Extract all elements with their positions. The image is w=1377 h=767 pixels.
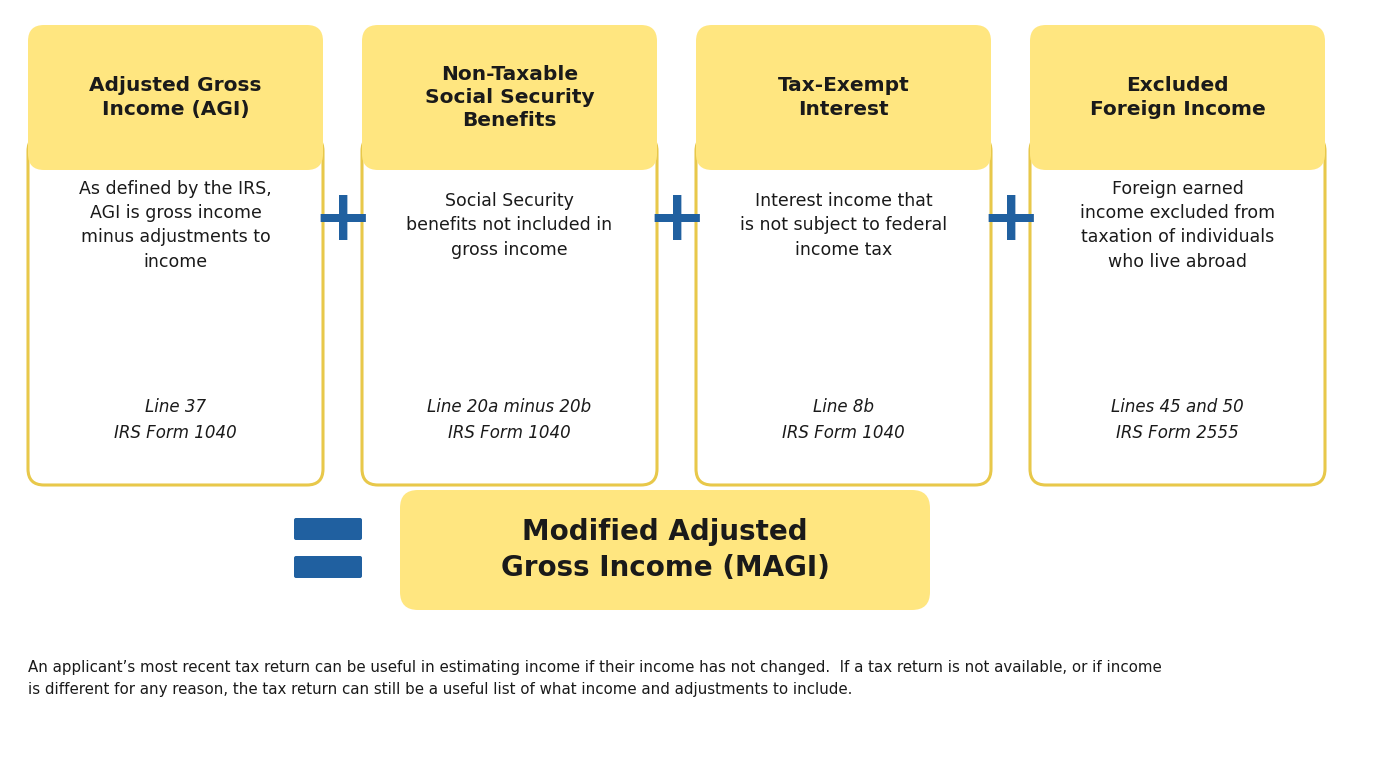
Text: An applicant’s most recent tax return can be useful in estimating income if thei: An applicant’s most recent tax return ca…: [28, 660, 1162, 697]
FancyBboxPatch shape: [28, 135, 324, 485]
FancyBboxPatch shape: [295, 518, 362, 540]
Text: Modified Adjusted
Gross Income (MAGI): Modified Adjusted Gross Income (MAGI): [501, 518, 829, 582]
Text: Line 37
IRS Form 1040: Line 37 IRS Form 1040: [114, 399, 237, 442]
FancyBboxPatch shape: [295, 556, 362, 578]
FancyBboxPatch shape: [362, 25, 657, 170]
FancyBboxPatch shape: [399, 490, 929, 610]
Text: Tax-Exempt
Interest: Tax-Exempt Interest: [778, 76, 909, 119]
Text: Lines 45 and 50
IRS Form 2555: Lines 45 and 50 IRS Form 2555: [1111, 399, 1243, 442]
Text: Line 20a minus 20b
IRS Form 1040: Line 20a minus 20b IRS Form 1040: [427, 399, 592, 442]
FancyBboxPatch shape: [28, 25, 324, 170]
Text: Foreign earned
income excluded from
taxation of individuals
who live abroad: Foreign earned income excluded from taxa…: [1080, 179, 1275, 271]
FancyBboxPatch shape: [1030, 135, 1325, 485]
Text: Interest income that
is not subject to federal
income tax: Interest income that is not subject to f…: [739, 192, 947, 258]
Text: Adjusted Gross
Income (AGI): Adjusted Gross Income (AGI): [90, 76, 262, 119]
FancyBboxPatch shape: [1030, 25, 1325, 170]
Text: Social Security
benefits not included in
gross income: Social Security benefits not included in…: [406, 192, 613, 258]
Text: +: +: [646, 186, 706, 255]
FancyBboxPatch shape: [362, 135, 657, 485]
FancyBboxPatch shape: [695, 135, 991, 485]
Text: +: +: [980, 186, 1041, 255]
Text: Excluded
Foreign Income: Excluded Foreign Income: [1089, 76, 1265, 119]
Text: Line 8b
IRS Form 1040: Line 8b IRS Form 1040: [782, 399, 905, 442]
FancyBboxPatch shape: [695, 25, 991, 170]
Text: As defined by the IRS,
AGI is gross income
minus adjustments to
income: As defined by the IRS, AGI is gross inco…: [78, 179, 271, 271]
Text: +: +: [313, 186, 373, 255]
Text: Non-Taxable
Social Security
Benefits: Non-Taxable Social Security Benefits: [424, 64, 595, 130]
